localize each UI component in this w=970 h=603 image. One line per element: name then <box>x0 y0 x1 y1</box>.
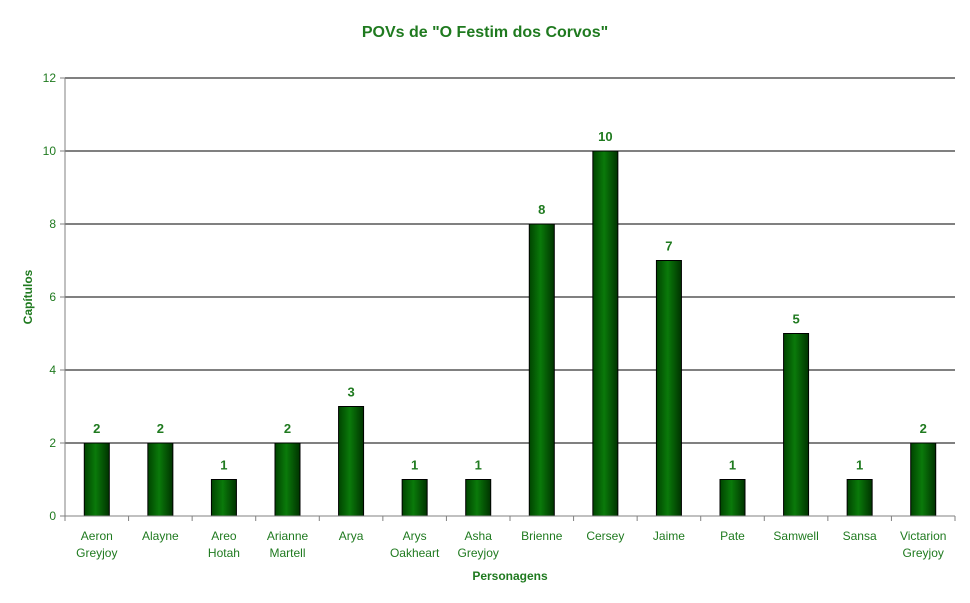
y-tick-label: 2 <box>49 436 56 450</box>
data-label: 3 <box>347 385 354 400</box>
bar <box>528 223 555 517</box>
category-label: Hotah <box>208 546 240 560</box>
data-label: 5 <box>792 312 799 327</box>
category-label: Arys <box>403 529 427 543</box>
data-label: 7 <box>665 239 672 254</box>
bar <box>210 479 237 517</box>
bar <box>846 479 873 517</box>
chart-title: POVs de "O Festim dos Corvos" <box>362 24 608 41</box>
category-label: Sansa <box>843 529 877 543</box>
data-label: 1 <box>475 458 482 473</box>
category-label: Arianne <box>267 529 309 543</box>
data-label: 2 <box>157 421 164 436</box>
category-label: Alayne <box>142 529 179 543</box>
category-label: Oakheart <box>390 546 440 560</box>
category-label: Jaime <box>653 529 685 543</box>
bar <box>592 150 619 517</box>
data-label: 2 <box>284 421 291 436</box>
category-label: Asha <box>465 529 493 543</box>
category-label: Samwell <box>773 529 818 543</box>
data-label: 8 <box>538 202 545 217</box>
bar <box>655 260 682 517</box>
gridlines <box>65 77 955 444</box>
category-label: Martell <box>269 546 305 560</box>
y-tick-label: 4 <box>49 363 56 377</box>
y-tick-label: 6 <box>49 290 56 304</box>
category-label: Greyjoy <box>458 546 499 560</box>
data-label: 2 <box>920 421 927 436</box>
category-label: Pate <box>720 529 745 543</box>
data-label: 10 <box>598 129 612 144</box>
category-label: Areo <box>211 529 237 543</box>
data-label: 1 <box>220 458 227 473</box>
labels: 0246810122AeronGreyjoy2Alayne1AreoHotah2… <box>43 71 947 560</box>
axes <box>60 77 956 521</box>
bar <box>147 442 174 517</box>
category-label: Greyjoy <box>76 546 117 560</box>
bar <box>910 442 937 517</box>
bar <box>338 406 365 517</box>
data-label: 1 <box>729 458 736 473</box>
data-label: 1 <box>856 458 863 473</box>
data-label: 2 <box>93 421 100 436</box>
x-axis-title: Personagens <box>472 569 548 583</box>
bar <box>83 442 110 517</box>
category-label: Brienne <box>521 529 563 543</box>
y-axis-title: Capítulos <box>21 269 35 324</box>
y-tick-label: 12 <box>43 71 57 85</box>
category-label: Aeron <box>81 529 113 543</box>
y-tick-label: 8 <box>49 217 56 231</box>
y-tick-label: 10 <box>43 144 57 158</box>
category-label: Greyjoy <box>903 546 944 560</box>
bar <box>783 333 810 517</box>
data-label: 1 <box>411 458 418 473</box>
y-tick-label: 0 <box>49 509 56 523</box>
bar <box>401 479 428 517</box>
category-label: Cersey <box>586 529 624 543</box>
category-label: Victarion <box>900 529 946 543</box>
category-label: Arya <box>339 529 364 543</box>
bar <box>719 479 746 517</box>
bars <box>83 150 937 517</box>
bar <box>274 442 301 517</box>
bar <box>465 479 492 517</box>
